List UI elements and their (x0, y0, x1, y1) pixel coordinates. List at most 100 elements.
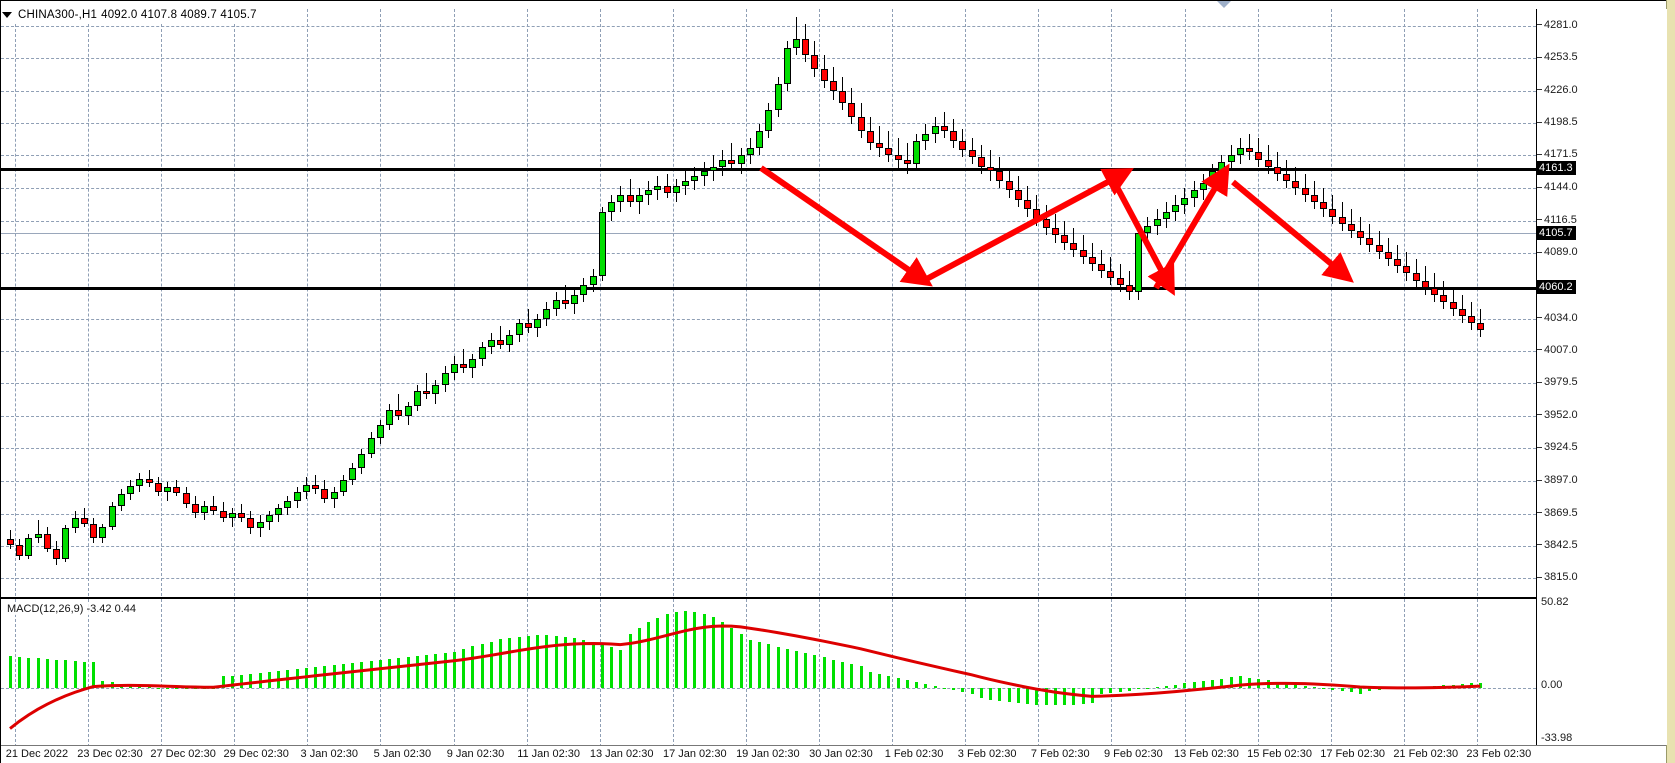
axis-tick-label: 3815.0 (1537, 571, 1578, 583)
axis-tick-label: 4144.0 (1537, 181, 1578, 193)
candle-wick (1360, 216, 1362, 245)
gridline-v (892, 599, 894, 747)
macd-histogram-bar (92, 662, 96, 688)
macd-histogram-bar (480, 643, 484, 688)
candlestick (682, 9, 690, 596)
candlestick (34, 9, 42, 596)
candle-body-bearish (1051, 228, 1059, 236)
macd-histogram-bar (1220, 678, 1224, 688)
gridline-v (234, 599, 236, 747)
macd-histogram-bar (323, 665, 327, 688)
candle-body-bullish (1209, 171, 1217, 184)
macd-histogram-bar (582, 640, 586, 688)
candlestick (756, 9, 763, 596)
macd-histogram-bar (647, 622, 651, 688)
candlestick (885, 9, 893, 596)
candle-body-bullish (1153, 218, 1161, 226)
candlestick (903, 9, 911, 596)
candle-wick (906, 143, 908, 174)
candle-body-bearish (811, 55, 819, 70)
macd-histogram-bar (1155, 687, 1159, 689)
candlestick (1033, 9, 1041, 596)
chevron-down-icon[interactable] (2, 12, 12, 18)
candle-body-bullish (756, 131, 763, 148)
candlestick (959, 9, 967, 596)
time-axis-label: 29 Dec 02:30 (223, 748, 289, 760)
macd-histogram-bar (1053, 687, 1057, 706)
macd-histogram-bar (156, 687, 160, 689)
macd-indicator-pane[interactable]: MACD(12,26,9) -3.42 0.44 (1, 597, 1536, 747)
candle-body-bullish (404, 406, 412, 416)
macd-histogram-bar (415, 655, 419, 688)
candle-body-bearish (848, 102, 856, 117)
macd-histogram-bar (776, 646, 780, 688)
price-chart-pane[interactable] (1, 9, 1536, 596)
macd-histogram-bar (1340, 687, 1344, 691)
macd-histogram-bar (73, 660, 77, 688)
candle-body-bearish (191, 503, 199, 513)
candle-body-bullish (534, 318, 542, 328)
candlestick (1005, 9, 1013, 596)
macd-histogram-bar (388, 658, 392, 688)
candlestick (1209, 9, 1217, 596)
macd-histogram-bar (693, 611, 697, 688)
macd-histogram-bar (1100, 687, 1104, 695)
gridline-v (819, 599, 821, 747)
candle-body-bearish (1449, 301, 1457, 310)
candlestick (25, 9, 33, 596)
macd-histogram-bar (369, 660, 373, 688)
candlestick (358, 9, 366, 596)
candle-wick (731, 143, 733, 170)
axis-tick-label: 3842.5 (1537, 539, 1578, 551)
time-axis[interactable]: 21 Dec 2022 23 Dec 02:30 27 Dec 02:30 29 De… (1, 745, 1666, 763)
candle-body-bullish (654, 185, 662, 191)
macd-histogram-bar (1063, 687, 1067, 706)
gridline-h (1, 383, 1536, 385)
candlestick (1412, 9, 1420, 596)
macd-histogram-bar (1183, 683, 1187, 688)
top-strip (1, 1, 1666, 9)
axis-highlight-label: 4060.2 (1537, 280, 1576, 295)
macd-histogram-bar (545, 635, 549, 688)
candle-body-bearish (903, 159, 911, 165)
candle-wick (1461, 294, 1463, 324)
macd-histogram-bar (989, 687, 993, 700)
candle-body-bearish (950, 131, 958, 141)
candlestick (663, 9, 671, 596)
axis-tick-label: 3979.5 (1537, 376, 1578, 388)
macd-histogram-bar (212, 687, 216, 689)
macd-histogram-bar (27, 657, 31, 688)
macd-histogram-bar (471, 646, 475, 688)
candle-body-bullish (1218, 161, 1226, 172)
candlestick (275, 9, 283, 596)
macd-histogram-bar (896, 677, 900, 688)
candle-body-bullish (275, 508, 283, 516)
candle-body-bearish (497, 339, 505, 345)
candlestick (931, 9, 939, 596)
candle-wick (990, 150, 992, 181)
time-axis-label: 17 Jan 02:30 (662, 748, 727, 760)
gridline-h (1, 58, 1536, 60)
candlestick (1024, 9, 1032, 596)
candle-body-bearish (1246, 147, 1254, 153)
macd-histogram-bar (1164, 685, 1168, 688)
candle-body-bearish (182, 492, 190, 504)
macd-histogram-bar (1016, 687, 1020, 703)
candlestick (413, 9, 421, 596)
scroll-marker-icon[interactable] (1217, 1, 1231, 8)
candle-body-bullish (1190, 190, 1198, 198)
gridline-v (234, 9, 236, 596)
macd-histogram-bar (1312, 687, 1316, 689)
macd-histogram-bar (1460, 684, 1464, 688)
candlestick (783, 9, 791, 596)
candle-body-bearish (802, 38, 810, 56)
candle-body-bearish (145, 478, 153, 484)
candle-wick (795, 17, 797, 56)
candle-body-bearish (1098, 263, 1106, 272)
price-axis[interactable]: 4281.0 4253.5 4226.0 4198.5 4171.5 4144.0 4116… (1536, 9, 1667, 745)
candlestick (1088, 9, 1096, 596)
macd-histogram-bar (1442, 685, 1446, 688)
macd-histogram-bar (360, 661, 364, 688)
candle-wick (1258, 138, 1260, 167)
candle-body-bearish (996, 171, 1004, 181)
